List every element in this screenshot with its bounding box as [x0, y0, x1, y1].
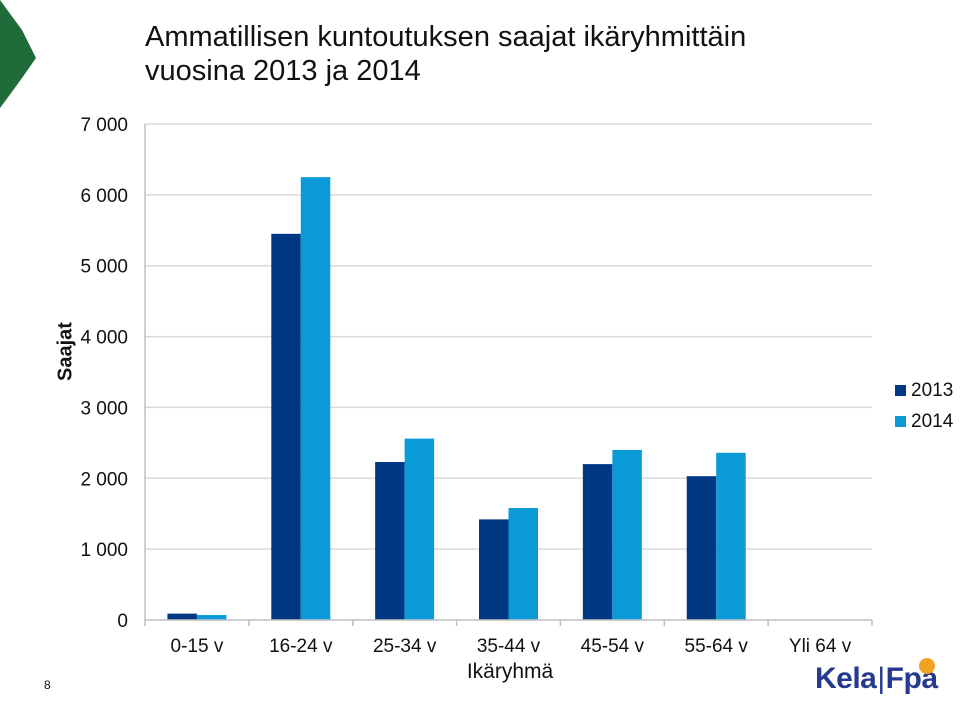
x-tick-label: Yli 64 v [789, 636, 852, 657]
y-axis-label-wrap: Saajat [46, 300, 77, 410]
y-tick-label: 6 000 [80, 186, 128, 207]
legend-swatch-2014 [895, 416, 906, 427]
legend-label-2013: 2013 [911, 379, 954, 401]
chart-title-line-1: Ammatillisen kuntoutuksen saajat ikäryhm… [145, 21, 747, 53]
legend-label-2014: 2014 [911, 410, 954, 432]
bar-2014-4 [612, 449, 642, 620]
x-tick-label: 16-24 v [269, 636, 333, 657]
decorative-leaf-shape [0, 0, 36, 108]
legend-item-2014: 2014 [895, 406, 953, 437]
bars [167, 177, 746, 621]
bar-2013-0 [167, 613, 197, 620]
legend-swatch-2013 [895, 385, 906, 396]
bar-2013-4 [582, 464, 613, 620]
y-tick-label: 2 000 [80, 469, 128, 490]
kela-logo: Kela|Fpa [815, 658, 945, 702]
chart-title: Ammatillisen kuntoutuksen saajat ikäryhm… [145, 20, 746, 88]
logo-text-left: Kela [815, 662, 877, 695]
y-tick-label: 4 000 [80, 328, 128, 349]
y-tick-label: 7 000 [80, 115, 128, 136]
y-tick-labels: 0 1 000 2 000 3 000 4 000 5 000 6 000 7 000 [80, 115, 128, 632]
bar-2014-5 [716, 452, 746, 620]
legend-item-2013: 2013 [895, 375, 953, 406]
y-tick-label: 3 000 [80, 398, 128, 419]
y-tick-label: 0 [117, 611, 128, 632]
x-tick-label: 35-44 v [477, 636, 541, 657]
x-tick-label: 0-15 v [171, 636, 224, 657]
axes [144, 124, 873, 626]
bar-2013-5 [686, 476, 717, 620]
x-tick-labels: 0-15 v 16-24 v 25-34 v 35-44 v 45-54 v 55-64 … [171, 636, 852, 657]
bar-2014-2 [404, 438, 435, 620]
page-number: 8 [44, 678, 51, 692]
bar-2014-0 [196, 615, 227, 620]
x-axis-label: Ikäryhmä [466, 660, 554, 683]
y-tick-label: 1 000 [80, 540, 128, 561]
y-axis-label: Saajat [54, 322, 77, 381]
bar-2013-2 [375, 461, 405, 620]
bar-2013-1 [271, 233, 301, 621]
logo-mark-icon [919, 658, 935, 674]
bar-2013-3 [479, 519, 509, 620]
bar-2014-1 [300, 177, 331, 620]
legend: 2013 2014 [895, 375, 953, 437]
x-tick-label: 55-64 v [685, 636, 749, 657]
logo-separator: | [877, 662, 885, 695]
x-tick-label: 45-54 v [581, 636, 645, 657]
x-tick-label: 25-34 v [373, 636, 437, 657]
logo-text: Kela|Fpa [815, 662, 938, 696]
y-tick-label: 5 000 [80, 257, 128, 278]
chart-title-line-2: vuosina 2013 ja 2014 [145, 55, 421, 87]
gridlines [145, 123, 872, 550]
bar-2014-3 [508, 508, 538, 620]
